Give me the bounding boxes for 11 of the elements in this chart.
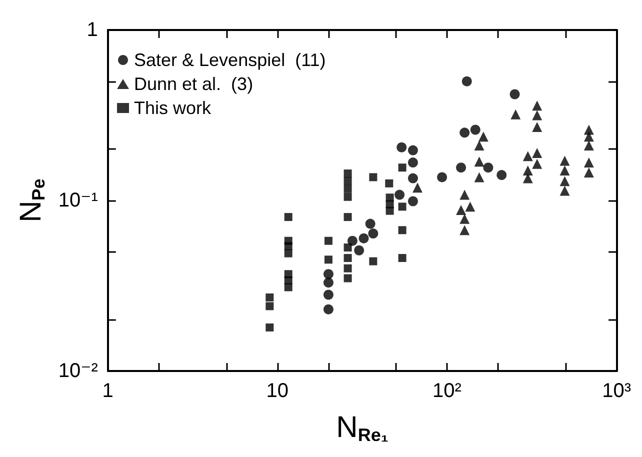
legend-label: Dunn et al. (3) [134, 74, 254, 94]
legend-label: Sater & Levenspiel (11) [134, 50, 326, 70]
x-tick-label: 10³ [602, 380, 632, 402]
legend-label: This work [134, 98, 212, 118]
x-tick-label: 10² [432, 380, 462, 402]
y-tick-label: 1 [86, 19, 98, 41]
y-tick-label: 10⁻² [58, 360, 98, 382]
y-tick-label: 10⁻¹ [58, 190, 98, 212]
x-tick-label: 10 [266, 380, 289, 402]
y-axis-title: NPe [14, 178, 48, 222]
x-tick-label: 1 [102, 380, 114, 402]
